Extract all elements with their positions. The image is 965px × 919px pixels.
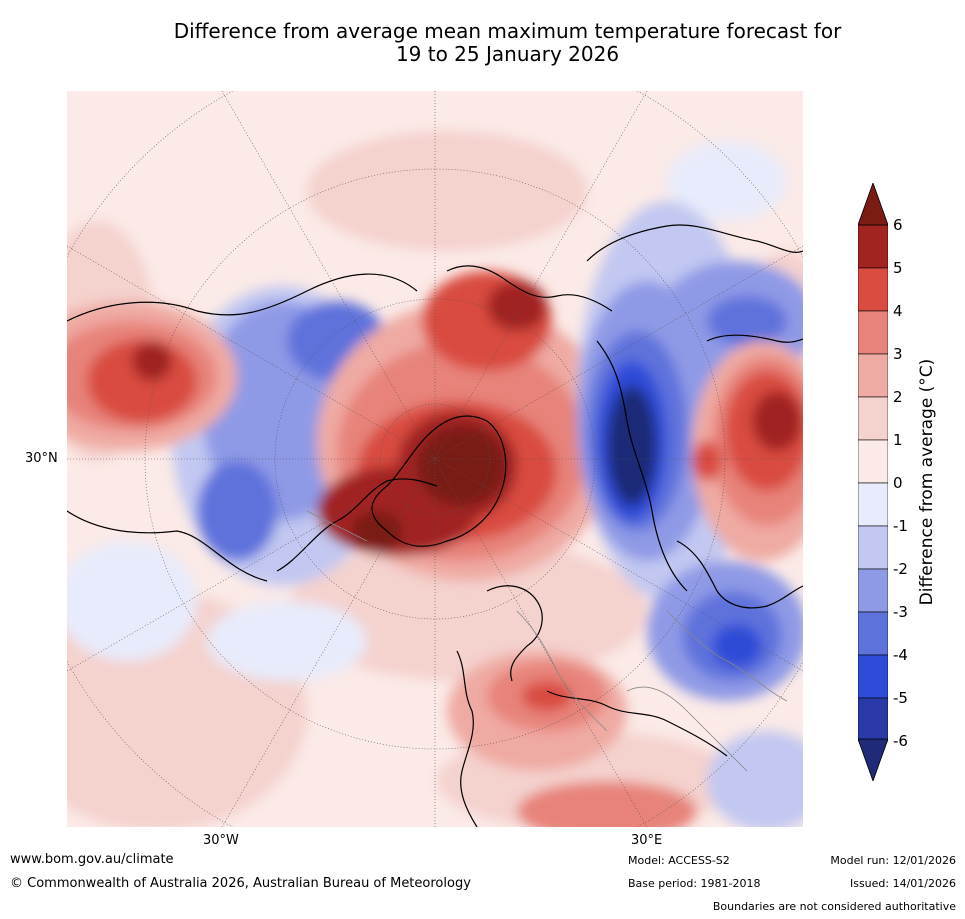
- colorbar-tick-label: 3: [893, 345, 903, 363]
- colorbar-band: [858, 568, 888, 613]
- anomaly-fields: [67, 131, 803, 827]
- footer-website[interactable]: www.bom.gov.au/climate: [10, 852, 174, 867]
- chart-title: Difference from average mean maximum tem…: [60, 20, 955, 66]
- footer-model: Model: ACCESS-S2: [628, 854, 730, 867]
- lon-label-30w: 30°W: [203, 833, 239, 848]
- lon-label-30e: 30°E: [631, 833, 663, 848]
- graticule: [67, 91, 803, 827]
- colorbar: [858, 183, 888, 781]
- colorbar-band: [858, 396, 888, 441]
- colorbar-band: [858, 353, 888, 398]
- colorbar-bands: [858, 224, 888, 742]
- colorbar-tick-label: -1: [893, 517, 908, 535]
- colorbar-band: [858, 267, 888, 312]
- title-line-1: Difference from average mean maximum tem…: [173, 19, 842, 43]
- anomaly-map: [67, 91, 803, 827]
- colorbar-band: [858, 697, 888, 742]
- footer-base-period: Base period: 1981-2018: [628, 877, 761, 890]
- footer-issued: Issued: 14/01/2026: [849, 877, 956, 890]
- colorbar-band: [858, 310, 888, 355]
- colorbar-band: [858, 611, 888, 656]
- title-line-2: 19 to 25 January 2026: [395, 42, 620, 66]
- colorbar-label-text: Difference from average (°C): [917, 358, 937, 606]
- footer-disclaimer: Boundaries are not considered authoritat…: [712, 900, 956, 913]
- colorbar-tick-label: -6: [893, 732, 908, 750]
- lat-label-30n: 30°N: [25, 451, 58, 466]
- colorbar-band: [858, 224, 888, 269]
- colorbar-tick-label: 6: [893, 216, 903, 234]
- coastlines: [67, 224, 803, 827]
- colorbar-band: [858, 654, 888, 699]
- colorbar-tick-label: 0: [893, 474, 903, 492]
- colorbar-extend-min: [858, 738, 888, 781]
- colorbar-tick-label: 4: [893, 302, 903, 320]
- borders: [306, 510, 788, 772]
- colorbar-tick-label: -3: [893, 603, 908, 621]
- colorbar-tick-label: 5: [893, 259, 903, 277]
- colorbar-band: [858, 439, 888, 484]
- colorbar-band: [858, 525, 888, 570]
- colorbar-band: [858, 482, 888, 527]
- footer-model-run: Model run: 12/01/2026: [830, 854, 956, 867]
- colorbar-tick-label: -4: [893, 646, 908, 664]
- colorbar-tick-label: 2: [893, 388, 903, 406]
- colorbar-tick-label: -2: [893, 560, 908, 578]
- footer-copyright: © Commonwealth of Australia 2026, Austra…: [10, 876, 471, 891]
- colorbar-extend-max: [858, 183, 888, 226]
- colorbar-tick-label: -5: [893, 689, 908, 707]
- colorbar-tick-label: 1: [893, 431, 903, 449]
- map-svg: [67, 91, 803, 827]
